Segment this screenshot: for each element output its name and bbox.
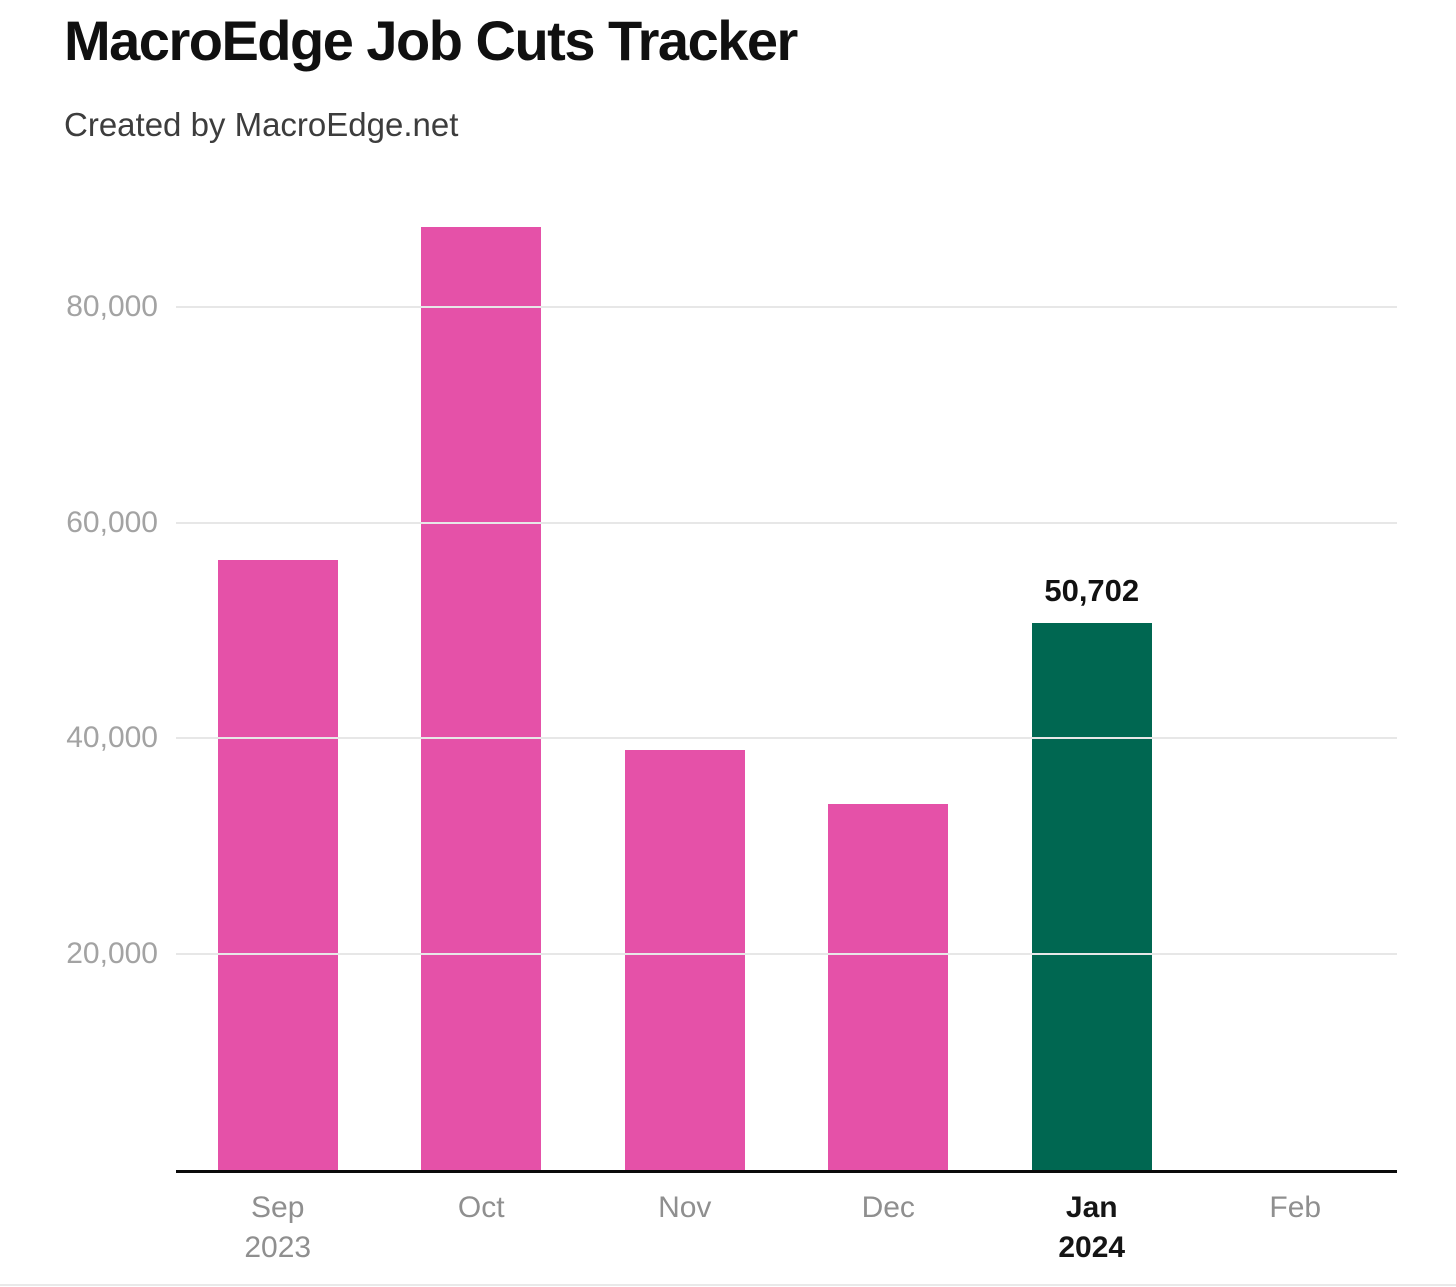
chart-title: MacroEdge Job Cuts Tracker [64, 9, 798, 72]
x-axis-labels: Sep 2023 Oct Nov Dec Jan 2024 Feb [176, 1188, 1397, 1268]
x-tick-label-feb: Feb [1194, 1188, 1398, 1268]
chart-subtitle: Created by MacroEdge.net [64, 106, 459, 143]
x-tick-label-nov: Nov [583, 1188, 787, 1268]
bar-value-label-jan: 50,702 [1044, 572, 1140, 608]
x-tick-month: Jan [1065, 1191, 1118, 1224]
y-tick-label: 60,000 [66, 505, 158, 539]
bar-slot-dec [787, 199, 991, 1170]
bar-slot-feb [1194, 199, 1398, 1170]
y-tick-label: 20,000 [66, 937, 158, 971]
bar-slot-oct [380, 199, 584, 1170]
x-tick-label-dec: Dec [787, 1188, 991, 1268]
y-tick-label: 80,000 [66, 289, 158, 323]
bar-slot-sep [176, 199, 380, 1170]
x-tick-month: Dec [861, 1191, 915, 1224]
x-axis-line [176, 1170, 1397, 1173]
bar-slots: 50,702 [176, 199, 1397, 1170]
gridline-60,000 [176, 521, 1397, 524]
bar-dec[interactable] [828, 804, 949, 1170]
bar-slot-jan: 50,702 [990, 199, 1194, 1170]
y-tick-label: 40,000 [66, 721, 158, 755]
x-tick-month: Oct [457, 1191, 505, 1224]
bar-slot-nov [583, 199, 787, 1170]
bar-sep[interactable] [217, 560, 338, 1170]
x-tick-label-oct: Oct [380, 1188, 584, 1268]
bar-jan[interactable] [1031, 622, 1152, 1170]
bottom-divider [0, 1284, 1456, 1286]
x-tick-label-jan: Jan 2024 [990, 1188, 1194, 1268]
gridline-40,000 [176, 737, 1397, 740]
x-tick-year: 2024 [1058, 1231, 1126, 1264]
gridline-20,000 [176, 953, 1397, 956]
x-tick-month: Nov [658, 1191, 712, 1224]
bar-nov[interactable] [624, 750, 745, 1170]
x-tick-label-sep: Sep 2023 [176, 1188, 380, 1268]
plot-area: 50,702 [176, 199, 1397, 1173]
x-tick-month: Feb [1269, 1191, 1322, 1224]
x-tick-year: 2023 [244, 1231, 312, 1264]
gridline-80,000 [176, 305, 1397, 308]
x-tick-month: Sep [251, 1191, 305, 1224]
bar-oct[interactable] [421, 227, 542, 1170]
